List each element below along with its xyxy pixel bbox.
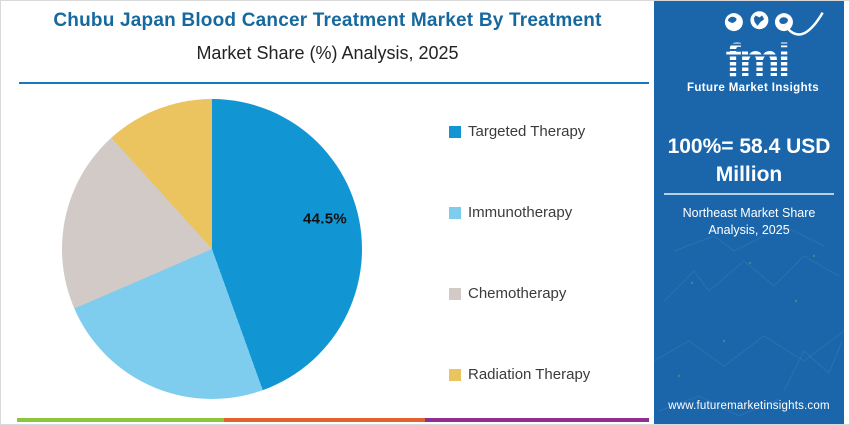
pie-chart [62,99,362,399]
brand-sidebar: fmi Future Market Insights 100%= 58.4 US… [654,1,844,424]
fmi-logo: fmi Future Market Insights [669,7,829,94]
fmi-logo-globes-icon [724,11,824,36]
stat-divider [664,193,834,195]
fmi-logo-text: fmi [677,37,837,83]
website-url[interactable]: www.futuremarketinsights.com [668,400,830,412]
legend-item-chemotherapy: Chemotherapy [449,285,590,302]
legend-label: Immunotherapy [468,204,573,221]
legend-label: Targeted Therapy [468,123,586,140]
footer-accent-bar [17,418,649,422]
chart-legend: Targeted Therapy Immunotherapy Chemother… [449,123,591,383]
legend-swatch-icon [449,125,461,138]
legend-item-immunotherapy: Immunotherapy [449,204,590,221]
legend-swatch-icon [449,287,461,300]
market-size-stat: 100%= 58.4 USD Million [667,135,831,187]
legend-label: Radiation Therapy [468,366,591,383]
legend-label: Chemotherapy [468,285,567,302]
footer-accent-green [17,418,225,422]
title-divider [19,82,649,84]
footer-accent-orange [224,418,426,422]
legend-item-radiation-therapy: Radiation Therapy [449,366,591,383]
pie-data-label: 44.5% [302,210,348,228]
page-title: Chubu Japan Blood Cancer Treatment Marke… [53,10,602,31]
chart-panel: Chubu Japan Blood Cancer Treatment Marke… [1,1,654,424]
stat-caption: Northeast Market Share Analysis, 2025 [682,206,816,237]
fmi-logo-tagline: Future Market Insights [686,82,820,95]
page-subtitle: Market Share (%) Analysis, 2025 [196,43,459,63]
legend-swatch-icon [449,368,461,381]
legend-swatch-icon [449,206,461,219]
legend-item-targeted-therapy: Targeted Therapy [449,123,590,140]
footer-accent-purple [425,418,649,422]
